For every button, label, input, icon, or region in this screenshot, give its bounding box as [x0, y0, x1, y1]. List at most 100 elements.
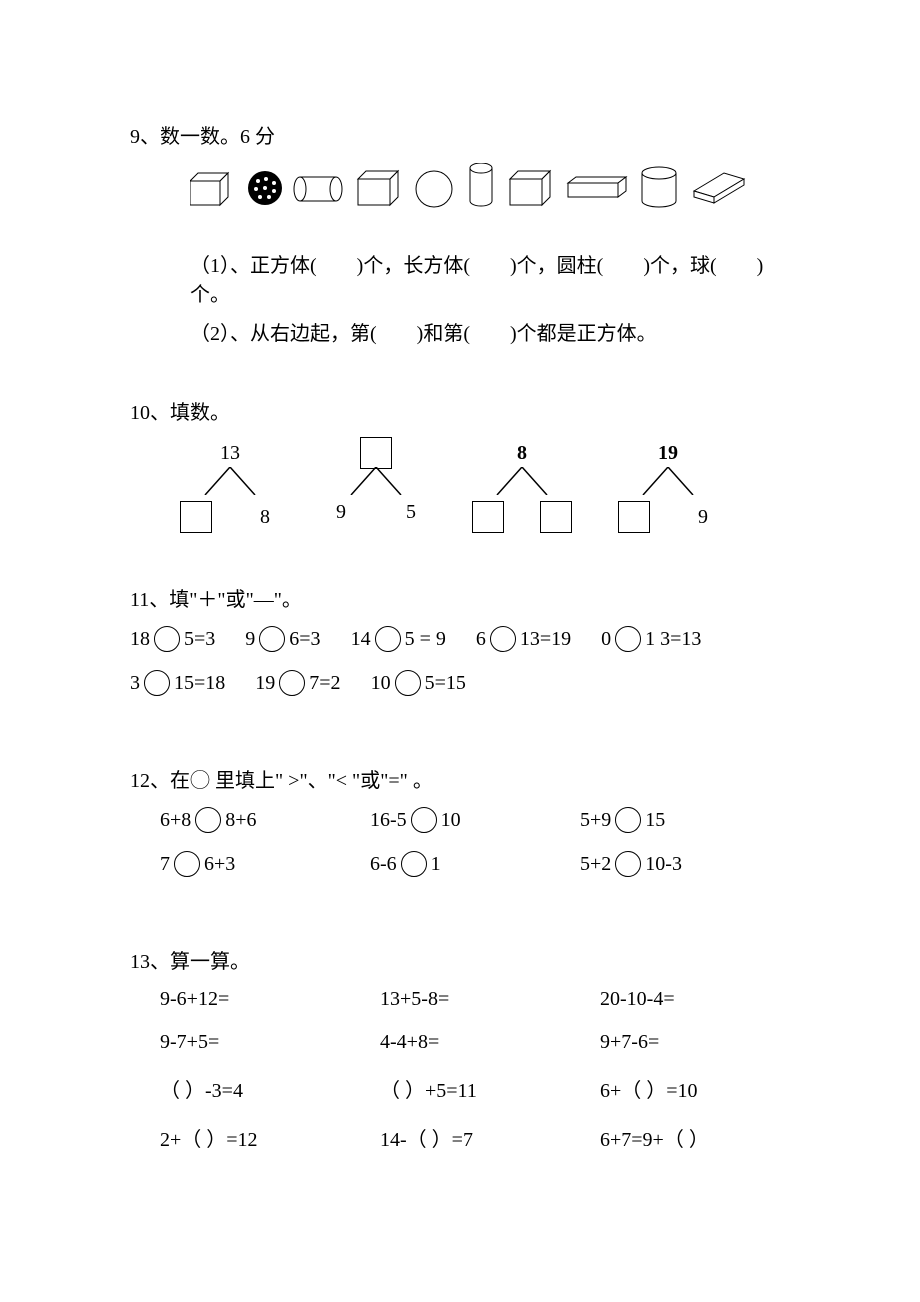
cmp-left: 5+9: [580, 809, 611, 832]
eq-right: 5=15: [425, 672, 466, 695]
q12-comparison: 5+9 15: [580, 807, 780, 833]
operator-circle[interactable]: [490, 626, 516, 652]
eq-left: 10: [371, 672, 391, 695]
eq-left: 0: [601, 628, 611, 651]
compare-circle[interactable]: [615, 807, 641, 833]
q13-expression: 4-4+8=: [380, 1031, 600, 1054]
q11-equation: 19 7=2: [255, 670, 340, 696]
q13-expression: 6+7=9+（ ）: [600, 1123, 800, 1152]
q13-expression: 9-7+5=: [160, 1031, 380, 1054]
q9-shapes-row: [130, 163, 790, 219]
number-tree: 19 9: [618, 439, 718, 533]
q11-equation: 14 5 = 9: [351, 626, 446, 652]
q9-sub2: （2）、从右边起，第()和第()个都是正方体。: [130, 317, 790, 346]
eq-right: 7=2: [309, 672, 340, 695]
q13-items: 9-6+12=13+5-8=20-10-4=9-7+5=4-4+8=9+7-6=…: [130, 988, 790, 1152]
q10-trees: 138958199: [130, 439, 790, 533]
number-tree: 95: [326, 439, 426, 524]
q13-expression: 6+（ ）=10: [600, 1074, 800, 1103]
compare-circle[interactable]: [411, 807, 437, 833]
operator-circle[interactable]: [144, 670, 170, 696]
q11-equation: 3 15=18: [130, 670, 225, 696]
q12-comparison: 7 6+3: [160, 851, 360, 877]
operator-circle[interactable]: [395, 670, 421, 696]
tree-top-value: 13: [220, 442, 240, 465]
cmp-right: 10: [441, 809, 461, 832]
operator-circle[interactable]: [279, 670, 305, 696]
operator-circle[interactable]: [375, 626, 401, 652]
q9-title: 9、数一数。6 分: [130, 120, 790, 149]
operator-circle[interactable]: [615, 626, 641, 652]
q11-equation: 96=3: [245, 626, 320, 652]
q12-title: 12、在◯ 里填上" >"、"< "或"=" 。: [130, 764, 790, 793]
eq-left: 6: [476, 628, 486, 651]
compare-circle[interactable]: [401, 851, 427, 877]
q11-equation: 185=3: [130, 626, 215, 652]
answer-box[interactable]: [472, 501, 504, 533]
cmp-left: 6+8: [160, 809, 191, 832]
compare-circle[interactable]: [195, 807, 221, 833]
eq-right: 15=18: [174, 672, 225, 695]
tree-top-value: 19: [658, 442, 678, 465]
answer-box[interactable]: [180, 501, 212, 533]
eq-left: 19: [255, 672, 275, 695]
q9-sub1: （1）、正方体()个，长方体()个，圆柱()个，球()个。: [130, 249, 790, 307]
q13-expression: 9-6+12=: [160, 988, 380, 1011]
number-tree: 8: [472, 439, 572, 533]
eq-right: 13=19: [520, 628, 571, 651]
answer-box[interactable]: [360, 437, 392, 469]
q11-items: 185=3 96=3 14 5 = 9 6 13=19 0 1 3=13 3 15=18 19 7=2…: [130, 626, 770, 714]
q12-comparison: 6-6 1: [370, 851, 570, 877]
eq-right: 5 = 9: [405, 628, 446, 651]
q9-shapes-svg: [190, 163, 790, 213]
question-9: 9、数一数。6 分: [130, 120, 790, 346]
cmp-right: 1: [431, 853, 441, 876]
compare-circle[interactable]: [174, 851, 200, 877]
q13-expression: 14-（ ）=7: [380, 1123, 600, 1152]
q13-expression: 20-10-4=: [600, 988, 800, 1011]
tree-right-value: 5: [396, 501, 426, 524]
q13-expression: 13+5-8=: [380, 988, 600, 1011]
question-13: 13、算一算。 9-6+12=13+5-8=20-10-4=9-7+5=4-4+…: [130, 945, 790, 1152]
cmp-left: 16-5: [370, 809, 407, 832]
eq-left: 14: [351, 628, 371, 651]
question-12: 12、在◯ 里填上" >"、"< "或"=" 。 6+8 8+6 16-5 10 5+9…: [130, 764, 790, 895]
q13-title: 13、算一算。: [130, 945, 790, 974]
q11-equation: 10 5=15: [371, 670, 466, 696]
q12-items: 6+8 8+6 16-5 10 5+9 15 7 6+3 6-6 1 5+2 10-3: [130, 807, 790, 895]
tree-left-value: 9: [326, 501, 356, 524]
eq-right: 1 3=13: [645, 628, 701, 651]
q12-comparison: 16-5 10: [370, 807, 570, 833]
answer-box[interactable]: [540, 501, 572, 533]
cmp-right: 8+6: [225, 809, 256, 832]
tree-top-value: 8: [517, 442, 527, 465]
cmp-left: 6-6: [370, 853, 397, 876]
cmp-left: 5+2: [580, 853, 611, 876]
q11-title: 11、填"＋"或"—"。: [130, 583, 790, 612]
operator-circle[interactable]: [259, 626, 285, 652]
q13-expression: （ ）+5=11: [380, 1074, 600, 1103]
q13-expression: 9+7-6=: [600, 1031, 800, 1054]
q10-title: 10、填数。: [130, 396, 790, 425]
q11-equation: 0 1 3=13: [601, 626, 701, 652]
compare-circle[interactable]: [615, 851, 641, 877]
number-tree: 138: [180, 439, 280, 533]
q11-equation: 6 13=19: [476, 626, 571, 652]
cmp-right: 15: [645, 809, 665, 832]
q13-expression: （ ）-3=4: [160, 1074, 380, 1103]
cmp-left: 7: [160, 853, 170, 876]
question-10: 10、填数。 138958199: [130, 396, 790, 533]
cmp-right: 10-3: [645, 853, 682, 876]
eq-left: 9: [245, 628, 255, 651]
eq-left: 18: [130, 628, 150, 651]
q12-comparison: 6+8 8+6: [160, 807, 360, 833]
answer-box[interactable]: [618, 501, 650, 533]
question-11: 11、填"＋"或"—"。 185=3 96=3 14 5 = 9 6 13=19 0 1 3=…: [130, 583, 790, 714]
q12-comparison: 5+2 10-3: [580, 851, 780, 877]
cmp-right: 6+3: [204, 853, 235, 876]
operator-circle[interactable]: [154, 626, 180, 652]
eq-left: 3: [130, 672, 140, 695]
q13-expression: 2+（ ）=12: [160, 1123, 380, 1152]
tree-right-value: 9: [688, 506, 718, 529]
q9-sub1-text: （1）、正方体(: [190, 255, 317, 277]
